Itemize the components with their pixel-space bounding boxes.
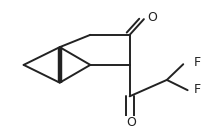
Text: F: F xyxy=(194,56,201,69)
Text: F: F xyxy=(194,83,201,96)
Text: O: O xyxy=(126,116,136,129)
Text: O: O xyxy=(148,11,158,24)
